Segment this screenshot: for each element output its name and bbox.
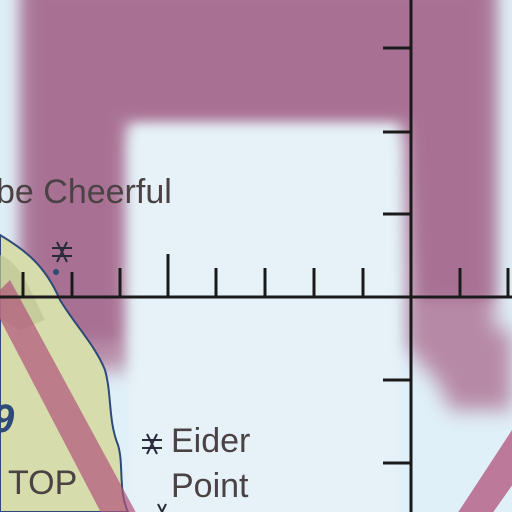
longitude-ticks <box>383 46 411 465</box>
latitude-ticks <box>21 254 510 297</box>
cheerful-label[interactable]: be Cheerful <box>0 173 172 211</box>
top-label: TOP <box>8 464 77 502</box>
eider-label-line1[interactable]: Eider <box>171 422 250 460</box>
eider-label-line2[interactable]: Point <box>171 467 249 505</box>
cheerful-seaplane-base-icon[interactable] <box>52 241 72 275</box>
partial-digit-label: 9 <box>0 397 15 441</box>
small-coast-mark <box>157 503 167 512</box>
eider-seaplane-base-icon[interactable] <box>142 433 162 455</box>
restricted-area-stripe <box>0 280 512 512</box>
